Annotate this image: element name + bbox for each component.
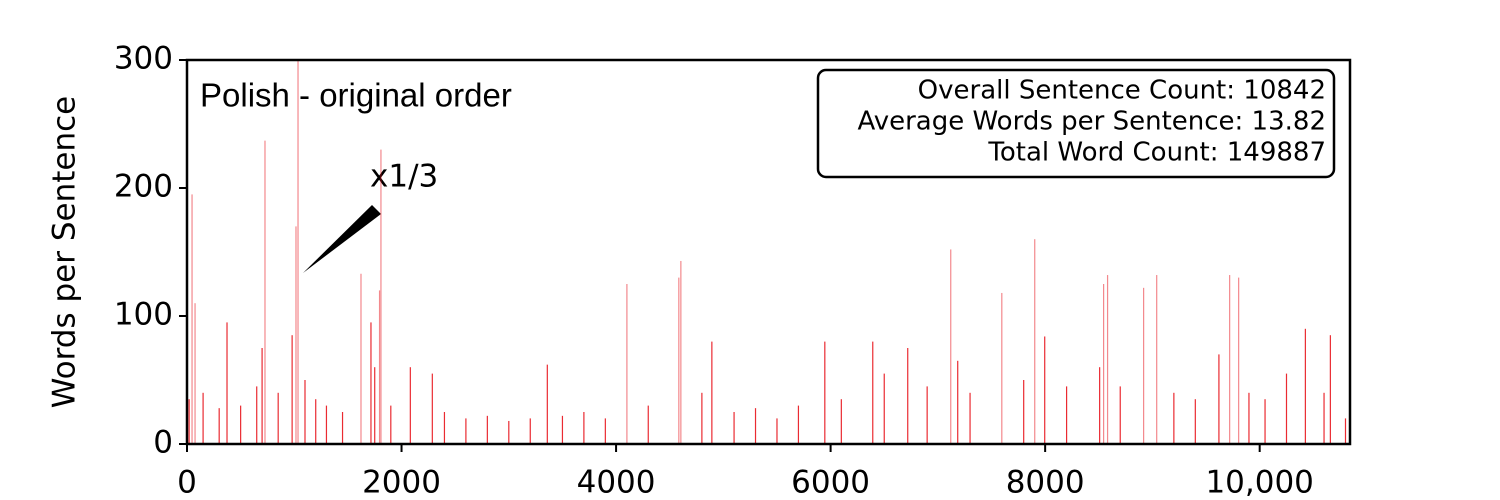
bar: [277, 392, 279, 444]
bar: [840, 399, 842, 444]
bar: [561, 415, 564, 444]
bar: [297, 60, 299, 444]
bar: [1143, 287, 1145, 444]
bar: [1344, 418, 1347, 444]
bar: [1103, 284, 1105, 444]
stats-line: Total Word Count: 149887: [987, 138, 1326, 168]
x-tick-label: 4000: [577, 465, 656, 500]
annotation: x1/3: [370, 159, 438, 195]
bar: [191, 194, 193, 444]
bar: [776, 418, 778, 444]
bar: [926, 386, 928, 444]
bar: [264, 140, 266, 444]
x-tick-label: 10,000: [1205, 465, 1313, 500]
x-tick-label: 2000: [362, 465, 441, 500]
bar: [374, 367, 376, 444]
bar: [824, 341, 826, 444]
bar: [546, 364, 548, 444]
bar: [202, 392, 204, 444]
bar: [680, 260, 682, 444]
x-tick-label: 8000: [1006, 465, 1085, 500]
bar: [872, 341, 874, 444]
bar: [443, 412, 446, 444]
bar: [486, 415, 488, 444]
bar: [1034, 239, 1036, 444]
bar: [1218, 354, 1220, 444]
bar: [240, 405, 242, 444]
bar: [907, 348, 909, 444]
stats-box: [816, 68, 1336, 179]
bar: [678, 277, 680, 444]
bar: [1238, 277, 1240, 444]
bar: [465, 418, 467, 444]
bar: [797, 405, 800, 444]
bar: [1023, 380, 1025, 444]
bar: [378, 290, 381, 444]
bar: [583, 412, 585, 444]
bar: [957, 360, 959, 444]
bar: [883, 373, 885, 444]
bar: [315, 399, 317, 444]
bar: [969, 392, 971, 444]
bar: [218, 408, 220, 444]
bar: [256, 386, 258, 444]
bar: [508, 420, 510, 444]
bar: [626, 284, 628, 444]
bar: [701, 392, 703, 444]
bar: [1156, 275, 1158, 444]
bar: [711, 341, 713, 444]
bar: [1065, 386, 1068, 444]
y-tick-label: 200: [114, 169, 173, 205]
bar: [1304, 328, 1306, 444]
bar: [1248, 392, 1250, 444]
bar: [1329, 335, 1331, 444]
bar: [409, 367, 411, 444]
bar: [529, 418, 531, 444]
bar: [194, 303, 196, 444]
x-tick-label: 0: [177, 465, 197, 500]
bar: [370, 322, 372, 444]
bar: [1106, 275, 1109, 444]
bar: [647, 405, 649, 444]
bar: [1173, 392, 1175, 444]
bar: [261, 348, 263, 444]
y-tick-label: 100: [114, 297, 173, 333]
bar: [604, 418, 606, 444]
bar: [295, 226, 297, 444]
bar: [431, 373, 433, 444]
chart-title: Polish - original order: [200, 77, 512, 114]
y-tick-label: 0: [153, 425, 173, 461]
bar: [1194, 399, 1196, 444]
bar: [226, 322, 228, 444]
bar: [1044, 336, 1046, 444]
x-tick-label: 6000: [791, 465, 870, 500]
bar: [733, 412, 735, 444]
bar: [291, 335, 293, 444]
annotation-arrow: [303, 205, 381, 273]
bar: [1285, 373, 1288, 444]
stats-line: Overall Sentence Count: 10842: [918, 76, 1326, 106]
stats-line: Average Words per Sentence: 13.82: [857, 107, 1326, 137]
bar: [390, 405, 392, 444]
bar: [1229, 275, 1231, 444]
bar: [1001, 292, 1003, 444]
bar: [950, 249, 952, 444]
bar: [380, 149, 382, 444]
bar: [754, 408, 757, 444]
bar: [188, 399, 190, 444]
bar: [341, 412, 344, 444]
y-axis-label: Words per Sentence: [47, 96, 83, 408]
bar: [1264, 399, 1266, 444]
bar: [304, 380, 306, 444]
bar: [1099, 367, 1101, 444]
bar: [1119, 386, 1121, 444]
plot-frame: [185, 58, 1352, 446]
y-tick-label: 300: [114, 41, 173, 77]
bar: [360, 273, 362, 444]
bar: [1323, 392, 1325, 444]
bar: [325, 405, 328, 444]
